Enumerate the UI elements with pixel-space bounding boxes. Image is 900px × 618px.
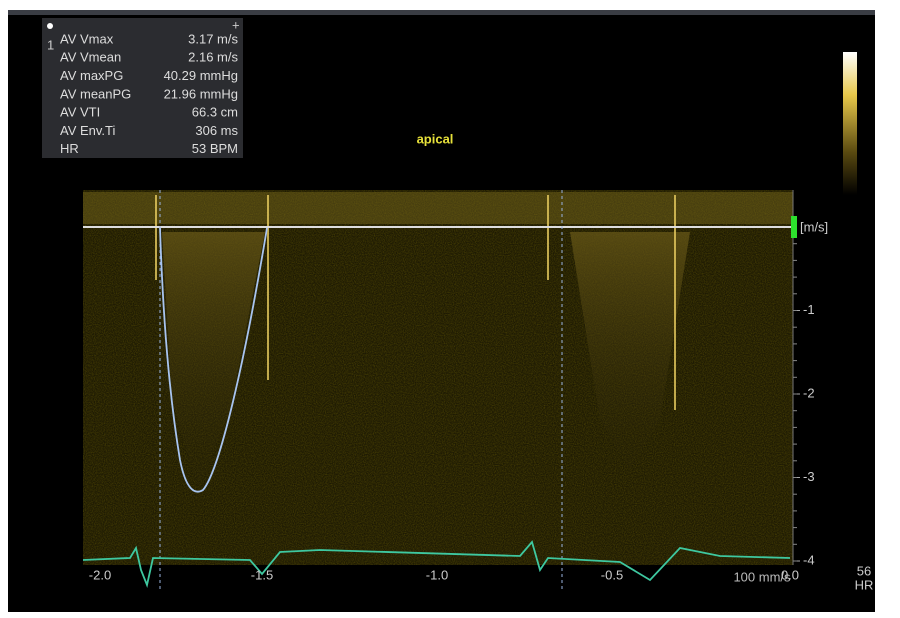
velocity-tick-label: -1: [803, 302, 815, 317]
measurement-name: AV Env.Ti: [60, 123, 115, 138]
measurement-value: 306 ms: [195, 123, 238, 138]
measurement-name: AV maxPG: [60, 68, 123, 83]
measurement-value: 53 BPM: [192, 141, 238, 156]
time-tick-label: 0.0: [781, 567, 799, 582]
measurement-value: 66.3 cm: [192, 105, 238, 120]
top-bar: [8, 10, 875, 15]
measurement-marker: 1: [47, 37, 54, 52]
velocity-tick-label: -4: [803, 552, 815, 567]
measurement-name: HR: [60, 141, 79, 156]
panel-icon: +: [232, 17, 240, 32]
heart-rate-label: HR: [855, 577, 874, 592]
measurement-value: 3.17 m/s: [188, 31, 238, 46]
measurement-name: AV VTI: [60, 105, 100, 120]
time-tick-label: -1.5: [251, 567, 273, 582]
time-tick-label: -2.0: [89, 567, 111, 582]
measurement-value: 40.29 mmHg: [164, 68, 238, 83]
measurement-name: AV Vmean: [60, 50, 121, 65]
color-bar: [843, 52, 857, 195]
measurement-name: AV meanPG: [60, 86, 131, 101]
time-tick-label: -0.5: [601, 567, 623, 582]
velocity-unit: [m/s]: [800, 219, 828, 234]
measurement-value: 21.96 mmHg: [164, 86, 238, 101]
time-tick-label: -1.0: [426, 567, 448, 582]
view-label: apical: [417, 131, 454, 146]
measurement-name: AV Vmax: [60, 31, 114, 46]
velocity-tick-label: -2: [803, 385, 815, 400]
heart-rate: 56: [857, 563, 871, 578]
velocity-tick-label: -3: [803, 469, 815, 484]
screen: [m/s] + 1 apical 100 mm/s 56 HR AV Vmax3…: [0, 0, 900, 618]
baseline-marker: [791, 216, 797, 238]
forward-band: [83, 192, 793, 224]
measurement-value: 2.16 m/s: [188, 50, 238, 65]
panel-icon: [47, 23, 53, 29]
